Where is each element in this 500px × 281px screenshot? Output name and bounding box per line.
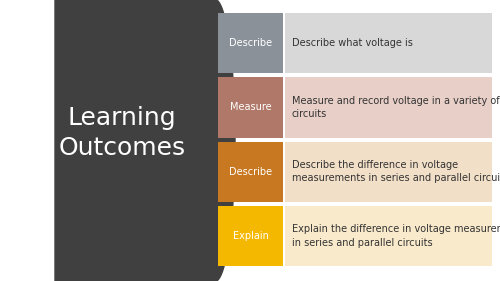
Bar [285,206,492,266]
Text: Measure: Measure [230,102,272,112]
Bar [285,77,492,137]
Text: Describe: Describe [229,167,272,177]
Bar [218,13,283,73]
Text: Learning
Outcomes: Learning Outcomes [58,106,186,160]
Text: Describe what voltage is: Describe what voltage is [292,38,413,48]
Text: Explain the difference in voltage measurements
in series and parallel circuits: Explain the difference in voltage measur… [292,224,500,248]
Bar [285,142,492,202]
Bar [218,77,283,137]
Bar [285,13,492,73]
Bar [218,206,283,266]
Text: Measure and record voltage in a variety of
circuits: Measure and record voltage in a variety … [292,96,500,119]
Text: Describe the difference in voltage
measurements in series and parallel circuits: Describe the difference in voltage measu… [292,160,500,183]
Text: Describe: Describe [229,38,272,48]
Bar [218,142,283,202]
Text: Explain: Explain [232,231,268,241]
Polygon shape [55,0,235,281]
